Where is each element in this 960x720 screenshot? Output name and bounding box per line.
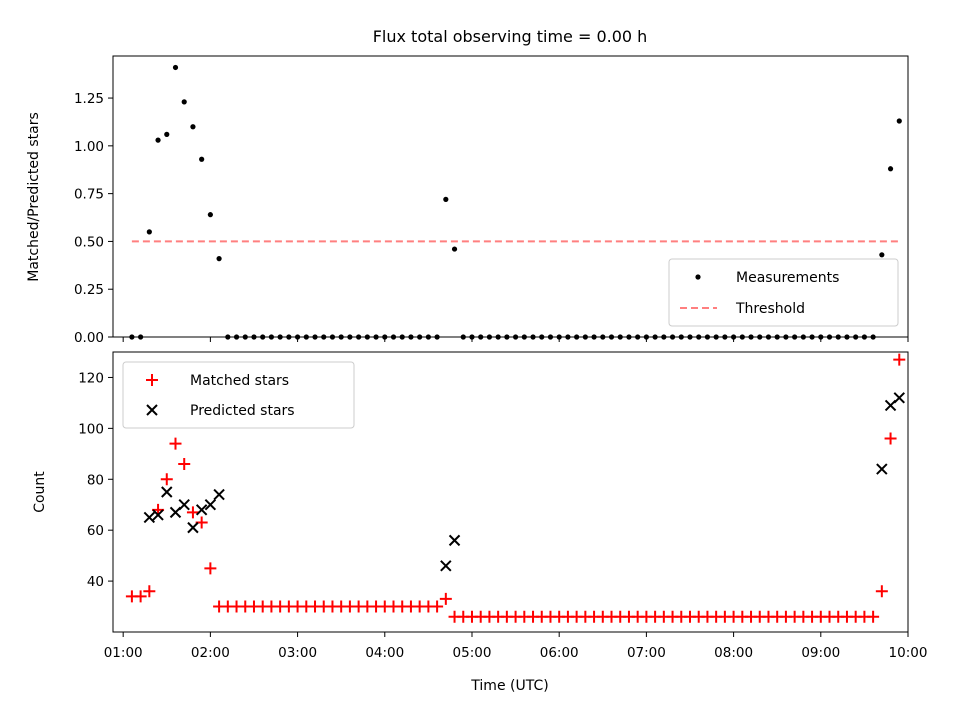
bottom-x-tick-label: 04:00 xyxy=(365,645,404,661)
top-y-tick-label: 0.50 xyxy=(74,234,104,250)
top-legend: Measurements Threshold xyxy=(668,258,899,327)
matched-star-point xyxy=(169,437,182,450)
bottom-x-tick-label: 09:00 xyxy=(801,645,840,661)
predicted-star-point xyxy=(440,560,452,572)
bottom-plot-marks xyxy=(125,353,906,623)
bottom-x-tick-label: 01:00 xyxy=(104,645,143,661)
top-axes-frame xyxy=(112,55,909,338)
measurement-point xyxy=(216,256,222,262)
bottom-x-tick-label: 02:00 xyxy=(191,645,230,661)
top-y-ticks: 0.00 0.25 0.50 0.75 1.00 1.25 xyxy=(74,91,113,346)
bottom-legend-box xyxy=(122,361,355,429)
legend-predicted-marker xyxy=(146,404,158,416)
x-axis-label: Time (UTC) xyxy=(470,678,548,694)
top-panel: 0.00 0.25 0.50 0.75 1.00 1.25 Matched/Predict… xyxy=(26,55,909,346)
predicted-star-point xyxy=(187,521,199,534)
matched-star-point xyxy=(204,562,217,575)
top-y-tick-label: 0.00 xyxy=(74,330,104,346)
measurement-point xyxy=(172,64,179,71)
measurement-point xyxy=(199,156,205,162)
bottom-y-axis-label: Count xyxy=(32,471,48,513)
predicted-star-point xyxy=(204,499,217,511)
matched-star-point xyxy=(186,506,199,519)
legend-matched-label: Matched stars xyxy=(190,373,289,389)
legend-matched-marker xyxy=(146,374,158,386)
bottom-y-tick-label: 40 xyxy=(87,574,104,590)
top-y-tick-label: 0.25 xyxy=(74,282,104,298)
top-y-tick-label: 1.25 xyxy=(74,91,104,107)
predicted-star-point xyxy=(448,534,461,547)
predicted-star-point xyxy=(178,499,190,511)
measurement-point xyxy=(155,137,161,143)
legend-threshold-label: Threshold xyxy=(735,301,805,317)
legend-measurements-label: Measurements xyxy=(736,270,839,286)
bottom-panel: 40 60 80 100 120 01:00 02:00 03:00 04:00 05:00 06… xyxy=(32,351,928,694)
bottom-x-tick-label: 03:00 xyxy=(278,645,317,661)
legend-measurements-marker xyxy=(695,274,701,280)
bottom-x-ticks: 01:00 02:00 03:00 04:00 05:00 06:00 07:00 08:00… xyxy=(104,632,928,661)
measurement-point xyxy=(443,196,449,202)
measurement-point xyxy=(451,246,458,252)
matched-star-point xyxy=(867,610,880,623)
measurement-point xyxy=(146,229,152,235)
predicted-star-point xyxy=(195,504,208,516)
legend-predicted-label: Predicted stars xyxy=(190,403,295,419)
predicted-star-point xyxy=(152,509,164,521)
matched-star-point xyxy=(875,585,888,598)
bottom-axes-frame xyxy=(112,351,909,633)
measurement-point xyxy=(164,131,170,137)
predicted-star-point xyxy=(876,463,888,475)
predicted-star-point xyxy=(213,488,225,501)
predicted-star-point xyxy=(893,392,905,404)
top-y-tick-label: 1.00 xyxy=(74,139,104,155)
bottom-y-tick-label: 120 xyxy=(78,370,104,386)
top-y-axis-label: Matched/Predicted stars xyxy=(26,112,42,282)
measurement-point xyxy=(181,99,187,105)
bottom-x-tick-label: 06:00 xyxy=(540,645,579,661)
bottom-y-tick-label: 60 xyxy=(87,523,104,539)
matched-star-point xyxy=(893,353,906,366)
bottom-x-tick-label: 05:00 xyxy=(453,645,492,661)
matched-star-point xyxy=(143,585,156,598)
bottom-y-tick-label: 80 xyxy=(87,472,104,488)
bottom-legend: Matched stars Predicted stars xyxy=(122,361,355,429)
bottom-y-tick-label: 100 xyxy=(78,421,104,437)
measurement-point xyxy=(896,118,902,124)
bottom-x-tick-label: 07:00 xyxy=(627,645,666,661)
chart-title: Flux total observing time = 0.00 h xyxy=(373,27,648,46)
measurement-point xyxy=(190,124,196,130)
predicted-star-point xyxy=(143,511,156,524)
matched-star-point xyxy=(884,432,897,445)
bottom-y-ticks: 40 60 80 100 120 xyxy=(78,370,113,590)
matched-star-point xyxy=(134,590,147,603)
measurement-point xyxy=(879,252,885,258)
measurement-point xyxy=(887,166,894,172)
matched-star-point xyxy=(160,473,173,486)
matched-star-point xyxy=(431,600,444,613)
measurement-point xyxy=(207,212,213,218)
bottom-x-tick-label: 08:00 xyxy=(714,645,753,661)
matched-star-point xyxy=(178,458,191,470)
predicted-star-point xyxy=(161,486,173,498)
matched-star-point xyxy=(439,592,452,605)
bottom-x-tick-label: 10:00 xyxy=(889,645,928,661)
top-legend-box xyxy=(668,258,899,327)
top-y-tick-label: 0.75 xyxy=(74,187,104,203)
